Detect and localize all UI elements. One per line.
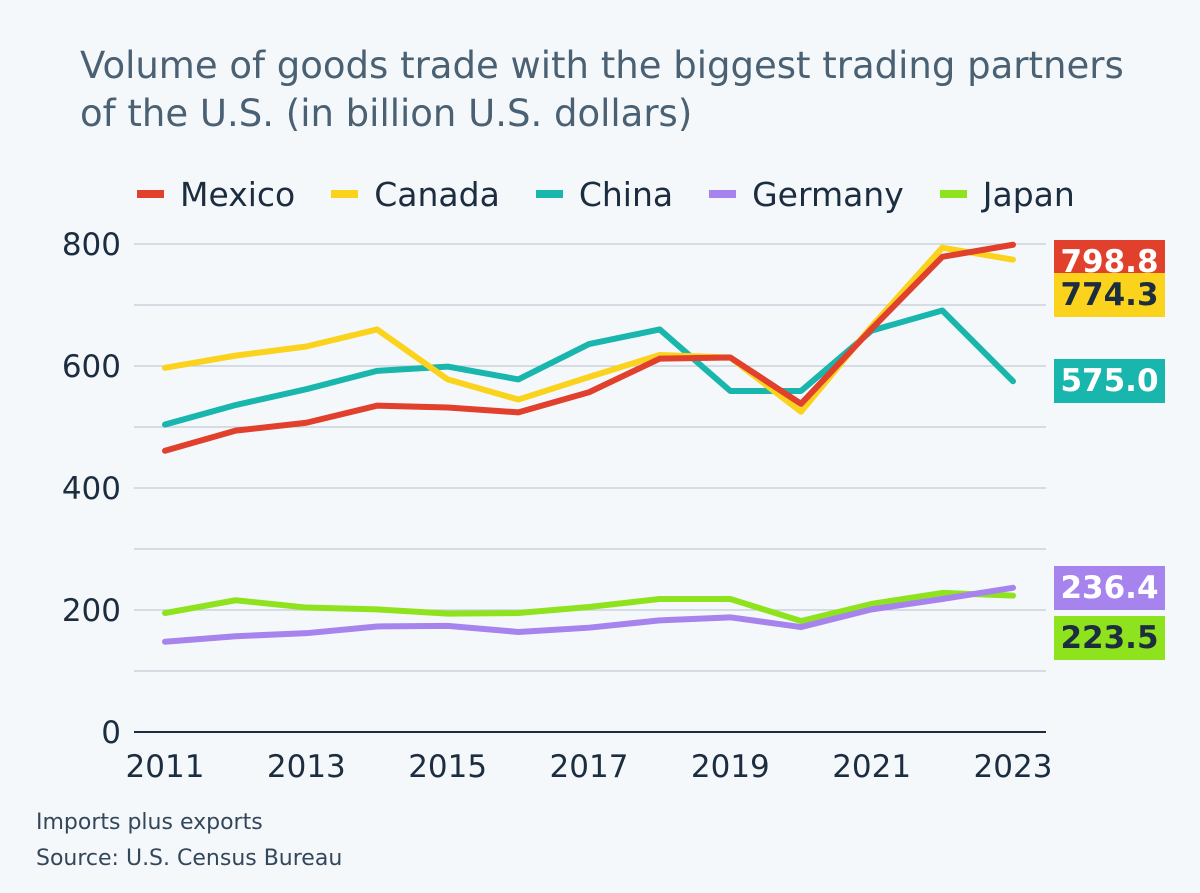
end-value-label-china: 575.0 — [1054, 359, 1165, 404]
y-tick-label: 800 — [62, 227, 121, 263]
legend-item-china: China — [535, 174, 674, 214]
footnote-source: Source: U.S. Census Bureau — [36, 846, 343, 871]
series-line-mexico — [162, 241, 1016, 454]
legend-item-mexico: Mexico — [137, 175, 295, 214]
end-value-label-japan: 223.5 — [1054, 615, 1165, 660]
series-line-japan — [162, 589, 1016, 624]
legend-swatch — [137, 190, 164, 198]
end-value-label-canada: 774.3 — [1054, 272, 1165, 317]
legend: Mexico Canada China Germany Japan — [137, 172, 1111, 216]
legend-swatch — [331, 190, 359, 198]
legend-label: Mexico — [180, 174, 296, 214]
legend-label: Germany — [752, 174, 904, 214]
y-tick-label: 200 — [62, 593, 121, 629]
legend-item-canada: Canada — [331, 175, 500, 214]
series-line-china — [162, 307, 1016, 428]
end-value-label-germany: 236.4 — [1054, 565, 1165, 610]
legend-label: Japan — [982, 174, 1075, 214]
x-tick-label: 2015 — [408, 749, 487, 785]
x-tick-label: 2021 — [832, 749, 911, 785]
x-tick-label: 2023 — [974, 749, 1053, 785]
y-tick-label: 400 — [62, 471, 121, 507]
series-line-germany — [162, 584, 1016, 645]
legend-item-germany: Germany — [709, 175, 904, 214]
legend-swatch — [939, 190, 967, 198]
x-tick-label: 2019 — [691, 749, 770, 785]
x-tick-label: 2013 — [267, 749, 346, 785]
x-tick-label: 2017 — [550, 749, 629, 785]
y-tick-label: 600 — [62, 349, 121, 385]
legend-swatch — [535, 190, 563, 198]
chart-title: Volume of goods trade with the biggest t… — [80, 44, 1124, 135]
x-tick-label: 2011 — [126, 749, 205, 785]
footnote-note: Imports plus exports — [36, 810, 263, 835]
legend-label: Canada — [374, 174, 500, 214]
y-tick-label: 0 — [101, 715, 121, 751]
legend-swatch — [709, 190, 737, 198]
legend-label: China — [578, 174, 674, 214]
legend-item-japan: Japan — [939, 174, 1075, 214]
